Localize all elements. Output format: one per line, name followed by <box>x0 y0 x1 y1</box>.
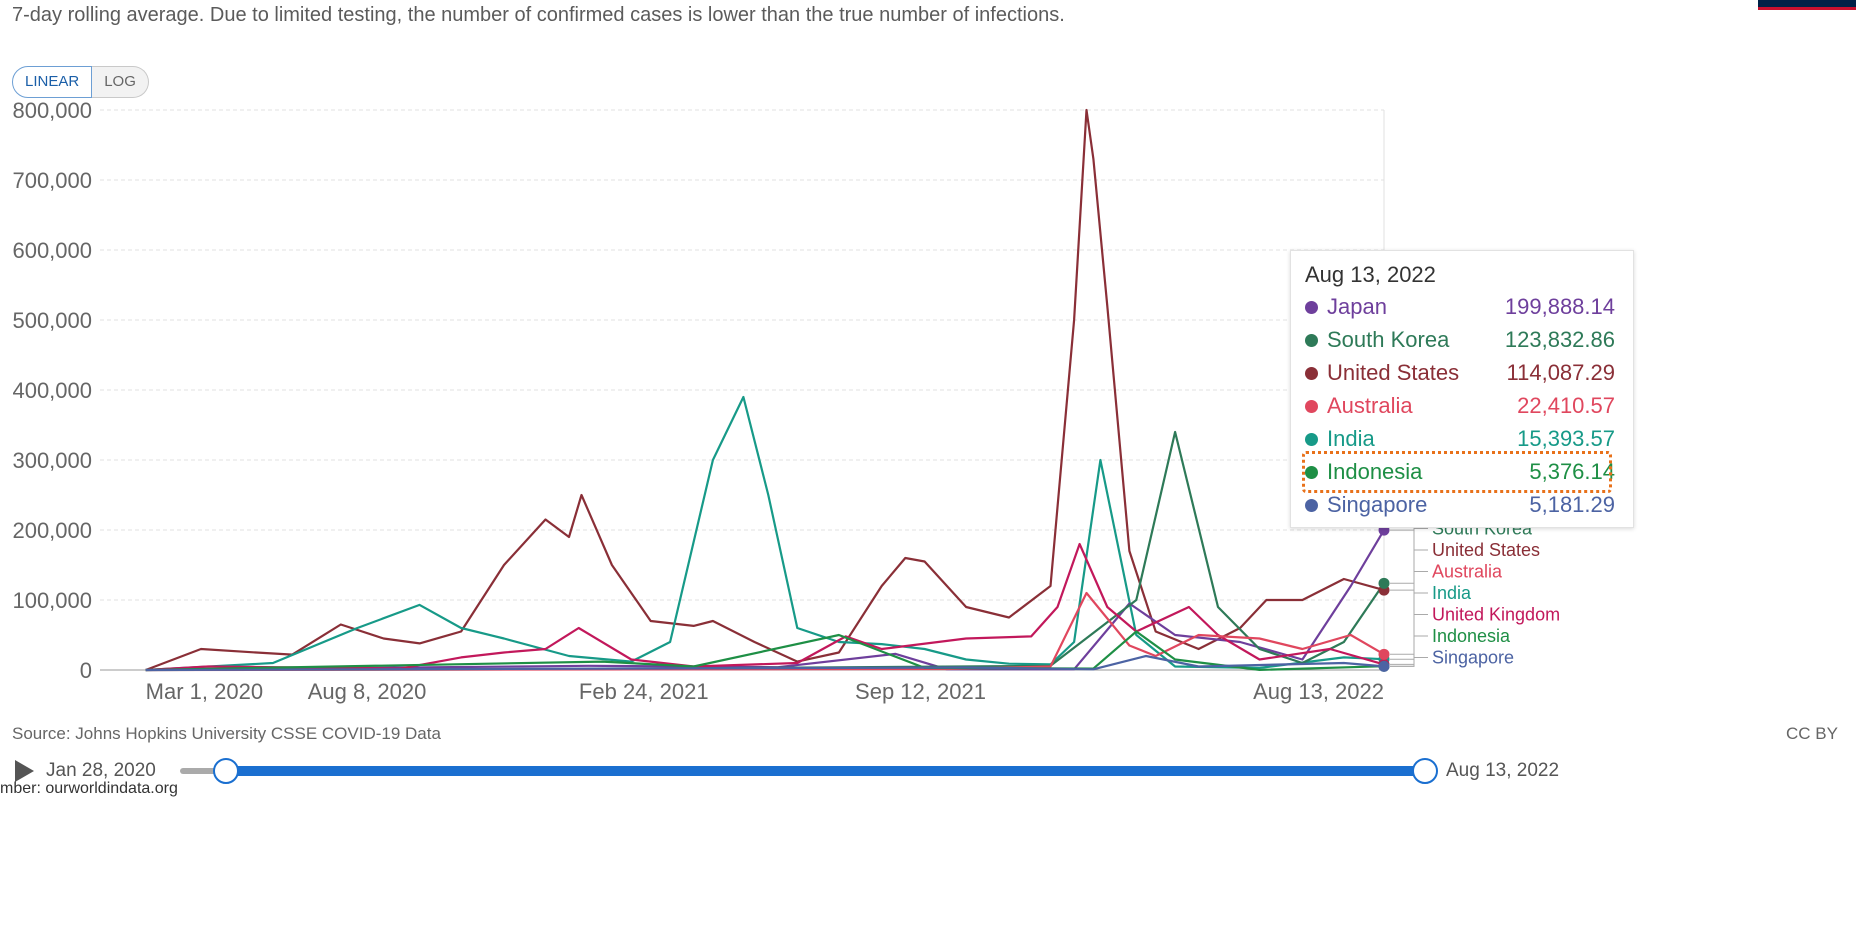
tooltip-row: Australia 22,410.57 <box>1305 390 1615 422</box>
tooltip-series-name: Singapore <box>1327 492 1428 517</box>
watermark-text: mber: ourworldindata.org <box>0 780 178 797</box>
end-label-connector <box>1390 549 1428 591</box>
legend-dot-icon <box>1305 333 1318 347</box>
play-icon[interactable] <box>15 760 34 782</box>
series-end-label: India <box>1432 583 1472 603</box>
series-end-label: Singapore <box>1432 648 1514 668</box>
tooltip-series-value: 5,376.14 <box>1529 459 1615 484</box>
series-lines <box>145 108 1385 672</box>
y-tick-label: 600,000 <box>12 238 92 263</box>
tooltip-series-value: 22,410.57 <box>1517 393 1615 418</box>
y-axis-labels: 0 100,000 200,000 300,000 400,000 500,000 600,… <box>12 98 92 683</box>
legend-dot-icon <box>1305 465 1318 479</box>
tooltip-series-value: 123,832.86 <box>1504 327 1615 352</box>
y-tick-label: 100,000 <box>12 588 92 613</box>
scale-toggle: LINEAR LOG <box>12 66 149 98</box>
x-tick-label: Feb 24, 2021 <box>579 679 709 704</box>
tooltip-row: Japan 199,888.14 <box>1305 291 1615 323</box>
series-line <box>145 108 1385 672</box>
y-tick-label: 700,000 <box>12 168 92 193</box>
y-tick-label: 500,000 <box>12 308 92 333</box>
timeline-slider: Jan 28, 2020 Aug 13, 2022 <box>0 752 1856 792</box>
tooltip-highlight-box <box>1302 451 1612 493</box>
owid-logo[interactable] <box>1758 0 1856 10</box>
y-tick-label: 800,000 <box>12 98 92 123</box>
series-end-dot <box>1378 648 1390 660</box>
series-end-dot <box>1378 660 1390 672</box>
timeline-start-handle[interactable] <box>213 758 239 784</box>
x-tick-label: Aug 8, 2020 <box>308 679 427 704</box>
timeline-track-selected[interactable] <box>224 766 1424 776</box>
series-end-dot <box>1378 577 1390 589</box>
x-tick-label: Sep 12, 2021 <box>855 679 986 704</box>
timeline-end-label: Aug 13, 2022 <box>1446 760 1560 781</box>
end-label-connector <box>1390 657 1428 667</box>
legend-dot-icon <box>1305 498 1318 512</box>
tooltip-series-name: India <box>1327 426 1375 451</box>
end-label-connector <box>1390 635 1428 667</box>
end-label-connector <box>1390 592 1428 660</box>
tooltip-series-name: Indonesia <box>1327 459 1423 484</box>
tooltip-row: South Korea 123,832.86 <box>1305 324 1615 356</box>
source-note[interactable]: Source: Johns Hopkins University CSSE CO… <box>12 724 441 743</box>
y-tick-label: 0 <box>80 658 92 683</box>
series-end-label: Indonesia <box>1432 626 1511 646</box>
legend-dot-icon <box>1305 300 1318 314</box>
tooltip-series-value: 15,393.57 <box>1517 426 1615 451</box>
license-note[interactable]: CC BY <box>1786 724 1838 743</box>
series-end-label: Australia <box>1432 562 1503 582</box>
series-end-label: United Kingdom <box>1432 605 1560 625</box>
gridlines <box>100 109 1385 671</box>
line-chart: 0 100,000 200,000 300,000 400,000 500,000 600,… <box>12 98 1560 704</box>
tooltip-series-name: Japan <box>1327 294 1387 319</box>
timeline-start-label: Jan 28, 2020 <box>46 760 156 781</box>
linear-scale-button[interactable]: LINEAR <box>12 66 93 98</box>
tooltip-series-value: 114,087.29 <box>1506 360 1615 385</box>
tooltip-row: United States 114,087.29 <box>1305 357 1615 389</box>
hover-tooltip: Aug 13, 2022 Japan 199,888.14 South Korea 1… <box>1290 250 1634 528</box>
end-label-connector <box>1390 571 1428 655</box>
end-label-connector <box>1390 614 1428 665</box>
series-line <box>145 542 1385 672</box>
y-tick-label: 200,000 <box>12 518 92 543</box>
series-end-points <box>1378 524 1390 672</box>
tooltip-row: Singapore 5,181.29 <box>1305 489 1615 521</box>
series-end-label: United States <box>1432 540 1540 560</box>
end-label-connector <box>1390 528 1428 584</box>
log-scale-button[interactable]: LOG <box>92 66 149 98</box>
tooltip-series-name: United States <box>1327 360 1460 385</box>
tooltip-date: Aug 13, 2022 <box>1305 262 1436 287</box>
timeline-end-handle[interactable] <box>1412 758 1438 784</box>
x-tick-label: Aug 13, 2022 <box>1253 679 1384 704</box>
tooltip-series-value: 5,181.29 <box>1529 492 1615 517</box>
chart-subtitle: 7-day rolling average. Due to limited te… <box>12 4 1065 26</box>
legend-dot-icon <box>1305 399 1318 413</box>
legend-dot-icon <box>1305 432 1318 446</box>
tooltip-series-name: South Korea <box>1327 327 1450 352</box>
y-tick-label: 400,000 <box>12 378 92 403</box>
tooltip-series-name: Australia <box>1327 393 1413 418</box>
tooltip-row: India 15,393.57 <box>1305 423 1615 455</box>
legend-dot-icon <box>1305 366 1318 380</box>
x-tick-label: Mar 1, 2020 <box>146 679 263 704</box>
x-axis-labels: Mar 1, 2020 Aug 8, 2020 Feb 24, 2021 Sep 12… <box>146 679 1384 704</box>
y-tick-label: 300,000 <box>12 448 92 473</box>
series-line <box>145 654 1385 672</box>
tooltip-series-value: 199,888.14 <box>1504 294 1615 319</box>
timeline-track-unselected[interactable] <box>180 768 224 774</box>
tooltip-row: Indonesia 5,376.14 <box>1305 456 1615 488</box>
